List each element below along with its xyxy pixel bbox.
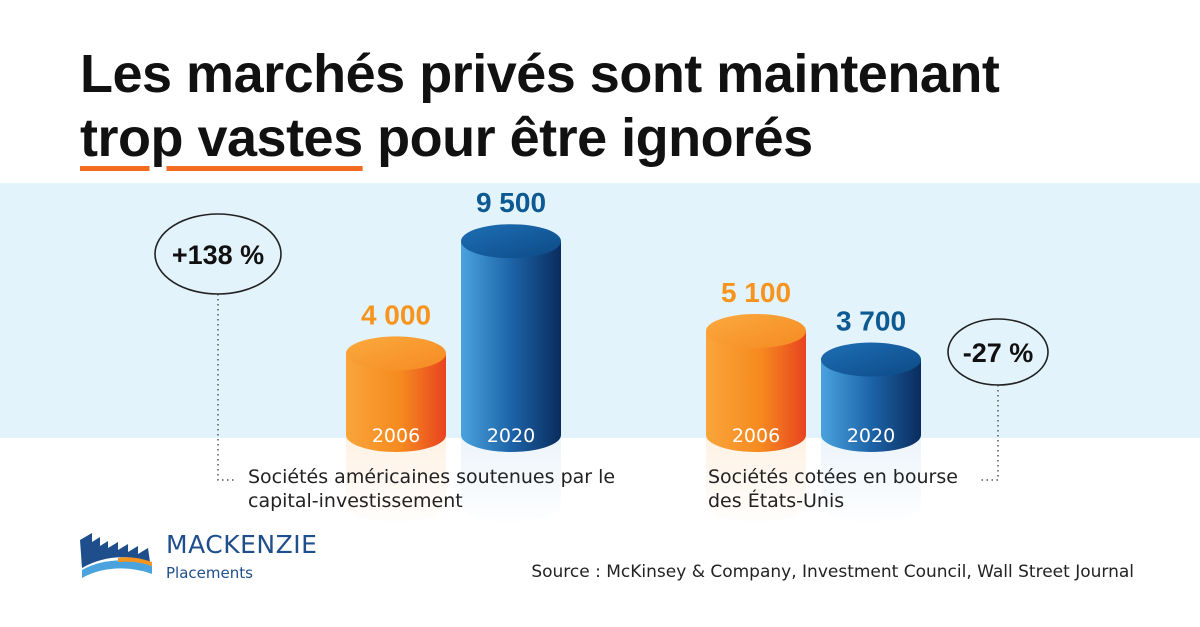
logo-sub: Placements [166, 564, 253, 582]
change-bubble-2 [947, 318, 1049, 386]
group-label-1-line-2: capital-investissement [248, 490, 463, 512]
change-label-2: -27 % [963, 338, 1034, 368]
bar-g2-2006 [706, 330, 806, 452]
source-note: Source : McKinsey & Company, Investment … [531, 562, 1134, 582]
title-rest: pour être ignorés [362, 108, 813, 168]
bar-value-label-g1-2020: 9 500 [476, 187, 546, 218]
page-title: Les marchés privés sont maintenant trop … [80, 42, 1160, 170]
bar-top-g1-2020 [461, 224, 561, 259]
title-highlight: trop vastes [80, 108, 363, 168]
mackenzie-mark-icon [80, 533, 152, 578]
title-line-1: Les marchés privés sont maintenant [80, 44, 1000, 104]
bar-year-label-g2-2006: 2006 [732, 425, 780, 447]
change-leader-line-1 [217, 294, 236, 481]
group-label-1-line-1: Sociétés américaines soutenues par le [248, 466, 616, 488]
bar-top-g1-2006 [346, 336, 446, 371]
mackenzie-logo: MACKENZIE Placements [78, 528, 368, 588]
bar-top-g2-2006 [706, 313, 806, 348]
group-label-2-line-2: des États-Unis [708, 490, 845, 512]
bar-year-label-g1-2020: 2020 [487, 425, 535, 447]
bar-value-label-g2-2020: 3 700 [836, 306, 906, 337]
change-bubble-1 [154, 213, 282, 295]
title-line-2: trop vastes pour être ignorés [80, 106, 1160, 170]
change-label-1: +138 % [172, 240, 264, 270]
bar-year-label-g2-2020: 2020 [847, 425, 895, 447]
bar-g1-2020 [461, 241, 561, 452]
bar-year-label-g1-2006: 2006 [372, 425, 420, 447]
bar-top-g2-2020 [821, 342, 921, 377]
logo-name: MACKENZIE [166, 530, 318, 559]
bar-value-label-g2-2006: 5 100 [721, 277, 791, 308]
group-label-listed-companies: Sociétés cotées en bourse des États-Unis [708, 465, 958, 513]
group-label-2-line-1: Sociétés cotées en bourse [708, 466, 958, 488]
bar-value-label-g1-2006: 4 000 [361, 299, 431, 330]
bar-g1-2006 [346, 353, 446, 452]
highlight-band [0, 183, 1200, 438]
change-leader-line-2 [980, 385, 999, 481]
group-label-private-equity: Sociétés américaines soutenues par le ca… [248, 465, 615, 513]
bar-g2-2020 [821, 359, 921, 452]
